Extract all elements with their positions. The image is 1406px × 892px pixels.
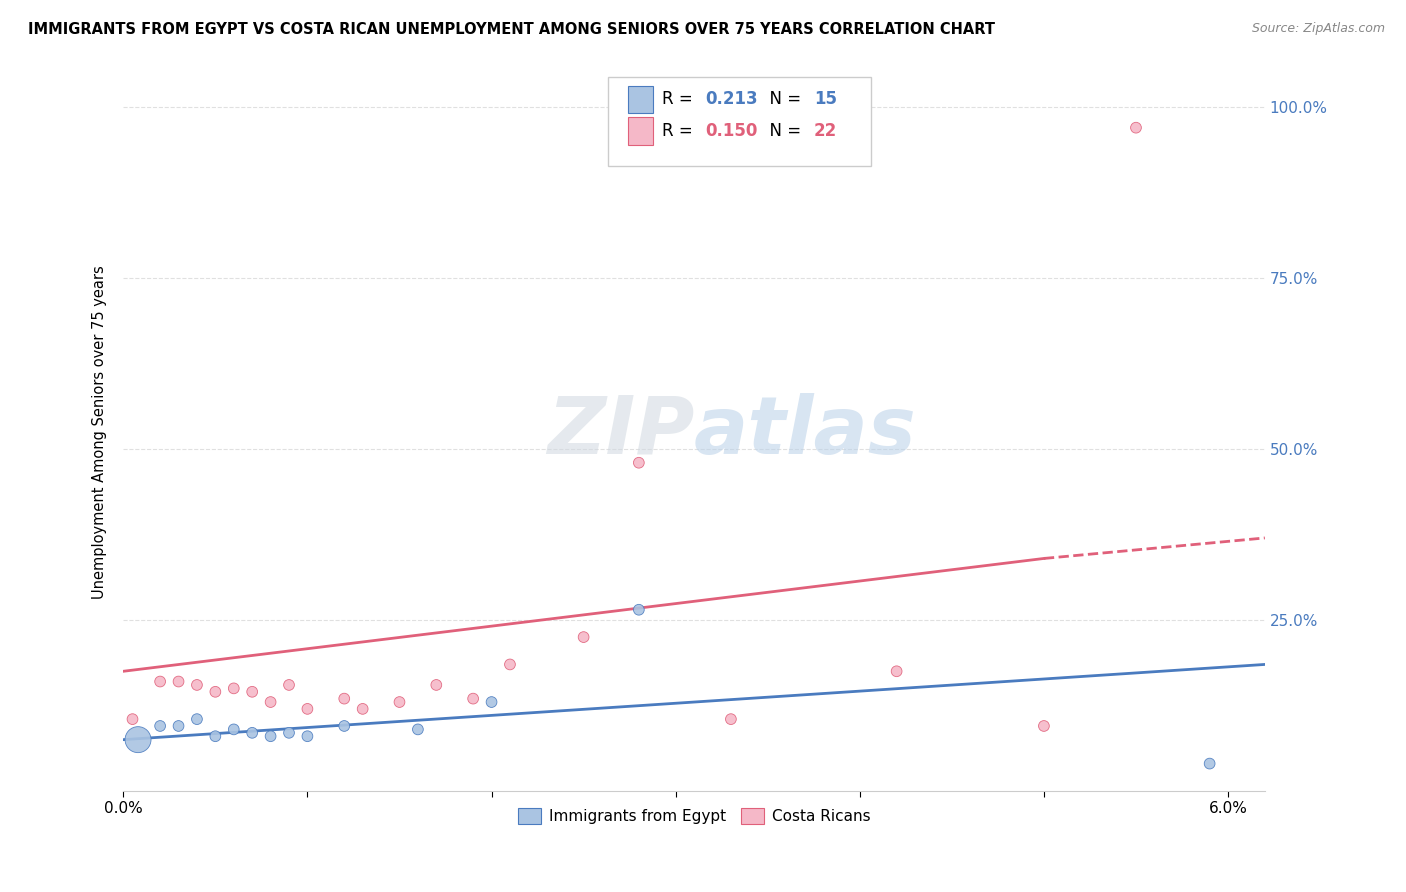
Point	[425, 678, 447, 692]
Point	[186, 712, 208, 726]
Text: Source: ZipAtlas.com: Source: ZipAtlas.com	[1251, 22, 1385, 36]
Point	[259, 729, 281, 743]
Point	[297, 729, 319, 743]
Point	[278, 726, 301, 740]
Point	[627, 456, 650, 470]
Text: 15: 15	[814, 90, 837, 108]
Text: N =: N =	[759, 121, 807, 139]
Point	[222, 723, 245, 737]
Point	[149, 719, 172, 733]
Text: R =: R =	[662, 121, 699, 139]
Point	[149, 674, 172, 689]
FancyBboxPatch shape	[628, 86, 652, 113]
Point	[240, 685, 263, 699]
Point	[333, 719, 356, 733]
Point	[720, 712, 742, 726]
Point	[297, 702, 319, 716]
Point	[481, 695, 503, 709]
Point	[259, 695, 281, 709]
Point	[204, 685, 226, 699]
Text: IMMIGRANTS FROM EGYPT VS COSTA RICAN UNEMPLOYMENT AMONG SENIORS OVER 75 YEARS CO: IMMIGRANTS FROM EGYPT VS COSTA RICAN UNE…	[28, 22, 995, 37]
Point	[572, 630, 595, 644]
Text: R =: R =	[662, 90, 699, 108]
Text: 0.150: 0.150	[706, 121, 758, 139]
Point	[186, 678, 208, 692]
Point	[167, 674, 190, 689]
Text: 22: 22	[814, 121, 837, 139]
Point	[240, 726, 263, 740]
Point	[1198, 756, 1220, 771]
Point	[886, 665, 908, 679]
Point	[167, 719, 190, 733]
Y-axis label: Unemployment Among Seniors over 75 years: Unemployment Among Seniors over 75 years	[93, 265, 107, 599]
Point	[352, 702, 374, 716]
Text: ZIP: ZIP	[547, 393, 695, 471]
Point	[388, 695, 411, 709]
Text: atlas: atlas	[695, 393, 917, 471]
Point	[406, 723, 429, 737]
Legend: Immigrants from Egypt, Costa Ricans: Immigrants from Egypt, Costa Ricans	[512, 802, 876, 830]
Point	[1032, 719, 1054, 733]
Text: 0.213: 0.213	[706, 90, 758, 108]
Point	[121, 712, 143, 726]
Point	[499, 657, 522, 672]
FancyBboxPatch shape	[609, 77, 872, 166]
Point	[204, 729, 226, 743]
FancyBboxPatch shape	[628, 118, 652, 145]
Point	[278, 678, 301, 692]
Point	[127, 732, 149, 747]
Point	[627, 603, 650, 617]
Point	[463, 691, 485, 706]
Point	[222, 681, 245, 696]
Text: N =: N =	[759, 90, 807, 108]
Point	[333, 691, 356, 706]
Point	[1125, 120, 1147, 135]
